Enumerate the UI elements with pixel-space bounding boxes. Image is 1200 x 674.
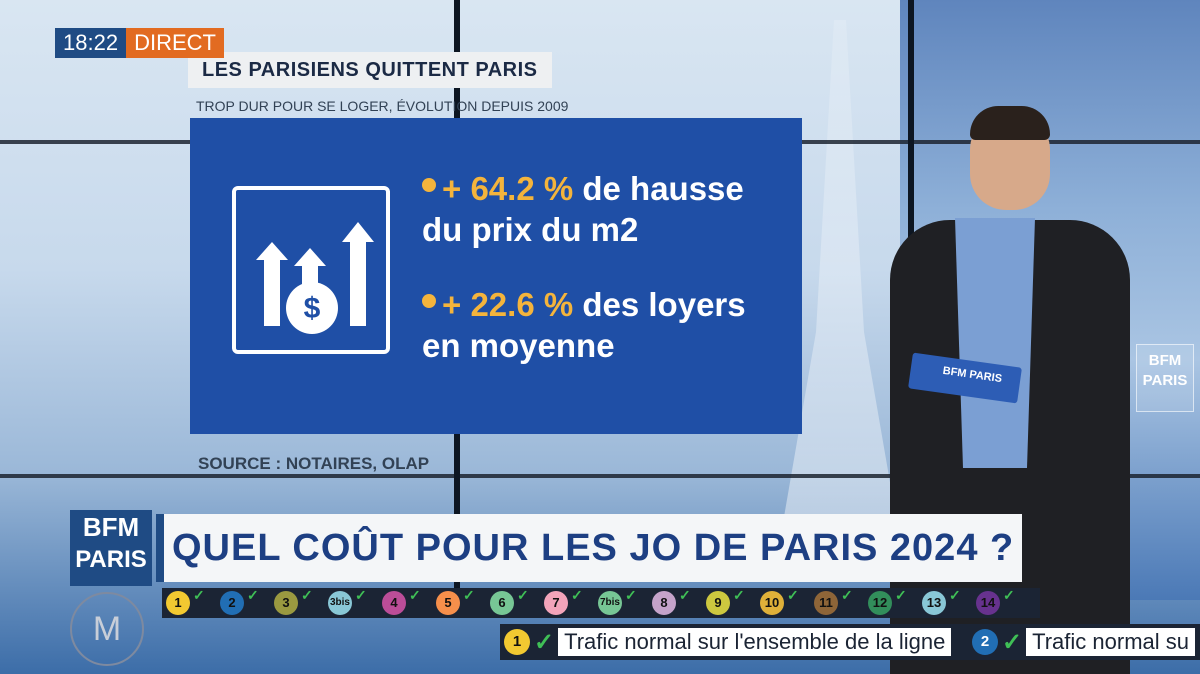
headline-banner: QUEL COÛT POUR LES JO DE PARIS 2024 ? (156, 514, 1022, 582)
screen-seam (0, 474, 1200, 478)
price-increase-value: + 64.2 % (442, 170, 574, 207)
check-icon: ✓ (355, 587, 367, 603)
metro-line-2-badge: 2 (220, 591, 244, 615)
live-badge: DIRECT (126, 28, 224, 58)
metro-line-11-badge: 11 (814, 591, 838, 615)
check-icon: ✓ (895, 587, 907, 603)
price-increase-icon: $ (232, 186, 390, 354)
metro-line-3bis-badge: 3bis (328, 591, 352, 615)
metro-line-5-badge: 5 (436, 591, 460, 615)
bullet-dot (422, 294, 436, 309)
stats-bullets: + 64.2 % de hausse du prix du m2 + 22.6 … (422, 168, 792, 366)
check-icon: ✓ (841, 587, 853, 603)
presenter-hair (970, 106, 1050, 140)
rent-increase-value: + 22.6 % (442, 286, 574, 323)
cards-label: BFM PARIS (941, 364, 1003, 386)
metro-line-3-badge: 3 (274, 591, 298, 615)
traffic-item: 2 ✓ Trafic normal su (972, 628, 1195, 656)
metro-status-bar: 1 ✓ 2 ✓ 3 ✓ 3bis ✓ 4 ✓ 5 ✓ 6 ✓ 7 ✓ 7bis ✓ 8 ✓ 9 ✓ 10 ✓ 11 ✓ 12 ✓ 13 ✓… (162, 588, 1040, 618)
broadcast-clock: 18:22 DIRECT (55, 28, 224, 58)
channel-logo-line2: PARIS (75, 546, 147, 573)
check-icon: ✓ (463, 587, 475, 603)
check-icon: ✓ (301, 587, 313, 603)
banner-title: QUEL COÛT POUR LES JO DE PARIS 2024 ? (172, 527, 1015, 569)
metro-line-7-badge: 7 (544, 591, 568, 615)
traffic-status-text: Trafic normal sur l'ensemble de la ligne (558, 628, 952, 656)
source-credit: SOURCE : NOTAIRES, OLAP (198, 454, 430, 473)
check-icon: ✓ (733, 587, 745, 603)
wall-logo-line1: BFM (1148, 352, 1182, 369)
check-icon: ✓ (1003, 587, 1015, 603)
metro-line-9-badge: 9 (706, 591, 730, 615)
traffic-status-text: Trafic normal su (1026, 628, 1195, 656)
rent-increase-text: des loyers (573, 286, 746, 323)
metro-line-6-badge: 6 (490, 591, 514, 615)
presenter-shirt (955, 218, 1035, 468)
metro-line-14-badge: 14 (976, 591, 1000, 615)
check-icon: ✓ (1002, 628, 1023, 656)
bullet-dot (422, 178, 436, 193)
svg-text:$: $ (304, 292, 321, 325)
screen-headline: LES PARISIENS QUITTENT PARIS (188, 52, 552, 88)
metro-line-4-badge: 4 (382, 591, 406, 615)
bullet-rent-line2: en moyenne (422, 327, 615, 364)
channel-logo: BFM PARIS (70, 510, 152, 586)
check-icon: ✓ (534, 628, 555, 656)
check-icon: ✓ (409, 587, 421, 603)
metro-line-1-badge: 1 (504, 629, 530, 655)
check-icon: ✓ (949, 587, 961, 603)
bullet-price-line1: + 64.2 % de hausse (422, 168, 792, 209)
metro-line-1-badge: 1 (166, 591, 190, 615)
metro-line-12-badge: 12 (868, 591, 892, 615)
check-icon: ✓ (679, 587, 691, 603)
wall-logo-line2: PARIS (1142, 372, 1188, 389)
metro-line-2-badge: 2 (972, 629, 998, 655)
bullet-rent-line1: + 22.6 % des loyers (422, 284, 792, 325)
wall-logo: BFM PARIS (1136, 344, 1194, 412)
check-icon: ✓ (517, 587, 529, 603)
check-icon: ✓ (571, 587, 583, 603)
traffic-item: 1 ✓ Trafic normal sur l'ensemble de la lig… (504, 628, 952, 656)
screen-subline: TROP DUR POUR SE LOGER, ÉVOLUTION DEPUIS… (196, 98, 569, 114)
banner-accent (156, 514, 164, 582)
check-icon: ✓ (625, 587, 637, 603)
stats-panel: $ + 64.2 % de hausse du prix du m2 + 22.… (190, 118, 802, 434)
channel-logo-line1: BFM (82, 512, 140, 542)
traffic-ticker: 1 ✓ Trafic normal sur l'ensemble de la lig… (500, 624, 1200, 660)
metro-line-7bis-badge: 7bis (598, 591, 622, 615)
clock-time: 18:22 (55, 28, 127, 58)
metro-line-8-badge: 8 (652, 591, 676, 615)
metro-line-10-badge: 10 (760, 591, 784, 615)
price-increase-text: de hausse (573, 170, 744, 207)
check-icon: ✓ (193, 587, 205, 603)
bullet-price-line2: du prix du m2 (422, 211, 639, 248)
metro-line-13-badge: 13 (922, 591, 946, 615)
metro-logo: M (70, 592, 144, 666)
check-icon: ✓ (787, 587, 799, 603)
check-icon: ✓ (247, 587, 259, 603)
